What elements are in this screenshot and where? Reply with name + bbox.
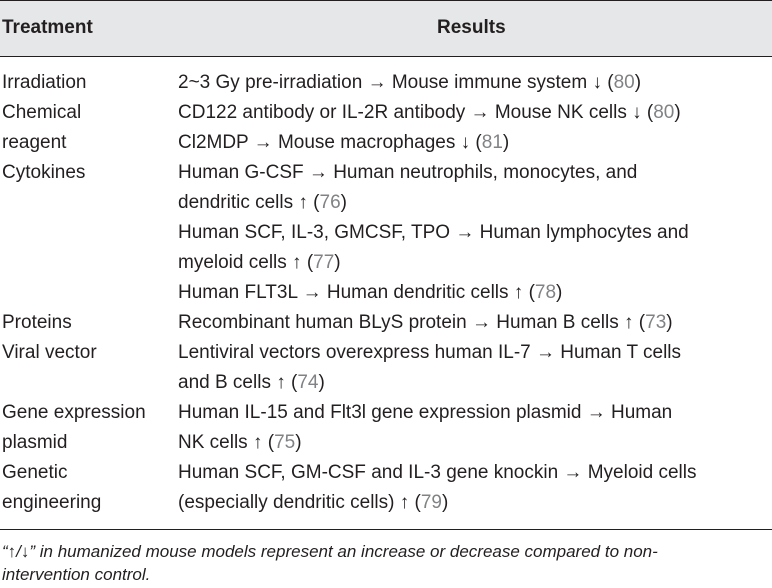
reference-close-paren: ) bbox=[502, 132, 510, 153]
result-text: NK cells ↑ ( bbox=[178, 432, 275, 453]
result-cell-line: and B cells ↑ (74) bbox=[178, 371, 325, 395]
treatment-cell: Genetic bbox=[2, 462, 68, 483]
treatment-cell: Viral vector bbox=[2, 342, 97, 363]
treatment-cell: reagent bbox=[2, 132, 67, 153]
reference-link[interactable]: 80 bbox=[653, 102, 675, 123]
reference-close-paren: ) bbox=[666, 312, 673, 333]
treatment-cell: Chemical bbox=[2, 102, 82, 123]
result-cell-line: CD122 antibody or IL-2R antibody → Mouse… bbox=[178, 101, 681, 125]
reference-link[interactable]: 75 bbox=[274, 432, 296, 453]
reference-link[interactable]: 80 bbox=[613, 72, 635, 93]
treatment-cell: plasmid bbox=[2, 432, 68, 453]
result-text: (especially dendritic cells) ↑ ( bbox=[178, 492, 421, 513]
result-text: Recombinant human BLyS protein → Human B… bbox=[178, 312, 646, 333]
reference-close-paren: ) bbox=[318, 372, 325, 393]
reference-close-paren: ) bbox=[334, 252, 341, 273]
treatment-cell: Proteins bbox=[2, 312, 72, 333]
reference-close-paren: ) bbox=[442, 492, 449, 513]
result-cell-line: 2~3 Gy pre-irradiation → Mouse immune sy… bbox=[178, 71, 641, 95]
result-cell-line: Lentiviral vectors overexpress human IL-… bbox=[178, 341, 681, 365]
result-text: myeloid cells ↑ ( bbox=[178, 252, 314, 273]
table-top-rule bbox=[0, 0, 772, 1]
table-footnote: “↑/↓” in humanized mouse models represen… bbox=[2, 540, 658, 586]
result-cell-line: Human IL-15 and Flt3l gene expression pl… bbox=[178, 401, 672, 425]
result-text: Human SCF, IL-3, GMCSF, TPO → Human lymp… bbox=[178, 222, 689, 243]
treatment-cell: Gene expression bbox=[2, 402, 146, 423]
result-cell-line: dendritic cells ↑ (76) bbox=[178, 191, 347, 215]
result-cell-line: NK cells ↑ (75) bbox=[178, 431, 302, 455]
result-text: Human G-CSF → Human neutrophils, monocyt… bbox=[178, 162, 638, 183]
result-cell-line: Cl2MDP → Mouse macrophages ↓ (81) bbox=[178, 131, 509, 155]
table-header-rule bbox=[0, 56, 772, 57]
result-cell-line: myeloid cells ↑ (77) bbox=[178, 251, 341, 275]
result-text: Human SCF, GM-CSF and IL-3 gene knockin … bbox=[178, 462, 697, 483]
result-text: Lentiviral vectors overexpress human IL-… bbox=[178, 342, 682, 363]
result-cell-line: Recombinant human BLyS protein → Human B… bbox=[178, 311, 673, 335]
footnote-line: “↑/↓” in humanized mouse models represen… bbox=[2, 542, 658, 561]
result-text: Cl2MDP → Mouse macrophages ↓ ( bbox=[178, 132, 482, 153]
treatment-cell: engineering bbox=[2, 492, 102, 513]
reference-link[interactable]: 76 bbox=[319, 192, 341, 213]
result-text: 2~3 Gy pre-irradiation → Mouse immune sy… bbox=[178, 72, 614, 93]
reference-link[interactable]: 74 bbox=[297, 372, 319, 393]
table-header-background bbox=[0, 0, 772, 56]
reference-link[interactable]: 77 bbox=[313, 252, 335, 273]
treatment-cell: Cytokines bbox=[2, 162, 86, 183]
footnote-line: intervention control. bbox=[2, 565, 151, 584]
result-text: Human IL-15 and Flt3l gene expression pl… bbox=[178, 402, 673, 423]
result-cell-line: Human SCF, GM-CSF and IL-3 gene knockin … bbox=[178, 461, 696, 485]
result-cell-line: (especially dendritic cells) ↑ (79) bbox=[178, 491, 448, 515]
reference-close-paren: ) bbox=[634, 72, 642, 93]
reference-close-paren: ) bbox=[556, 282, 563, 303]
reference-close-paren: ) bbox=[340, 192, 347, 213]
reference-link[interactable]: 78 bbox=[534, 282, 557, 303]
treatment-cell: Irradiation bbox=[2, 72, 87, 93]
result-text: and B cells ↑ ( bbox=[178, 372, 298, 393]
reference-link[interactable]: 79 bbox=[420, 492, 442, 513]
header-treatment: Treatment bbox=[2, 17, 93, 38]
result-text: dendritic cells ↑ ( bbox=[178, 192, 320, 213]
table-bottom-rule bbox=[0, 529, 772, 530]
reference-link[interactable]: 73 bbox=[645, 312, 667, 333]
header-results: Results bbox=[437, 17, 506, 38]
result-text: CD122 antibody or IL-2R antibody → Mouse… bbox=[178, 102, 654, 123]
result-cell-line: Human SCF, IL-3, GMCSF, TPO → Human lymp… bbox=[178, 221, 689, 245]
reference-link[interactable]: 81 bbox=[481, 132, 503, 153]
reference-close-paren: ) bbox=[674, 102, 681, 123]
reference-close-paren: ) bbox=[295, 432, 302, 453]
result-cell-line: Human G-CSF → Human neutrophils, monocyt… bbox=[178, 161, 637, 185]
result-text: Human FLT3L → Human dendritic cells ↑ ( bbox=[178, 282, 535, 303]
result-cell-line: Human FLT3L → Human dendritic cells ↑ (7… bbox=[178, 281, 562, 305]
